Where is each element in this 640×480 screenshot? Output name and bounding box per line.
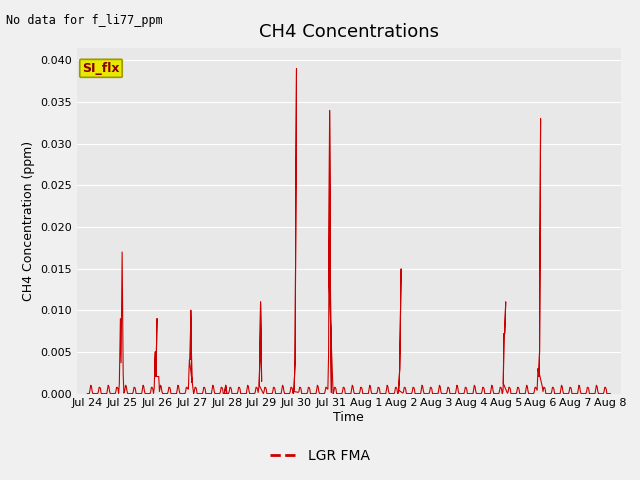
- Title: CH4 Concentrations: CH4 Concentrations: [259, 23, 439, 41]
- Y-axis label: CH4 Concentration (ppm): CH4 Concentration (ppm): [22, 141, 35, 301]
- Text: SI_flx: SI_flx: [82, 62, 120, 75]
- X-axis label: Time: Time: [333, 411, 364, 424]
- Legend: LGR FMA: LGR FMA: [264, 443, 376, 468]
- Text: No data for f_li77_ppm: No data for f_li77_ppm: [6, 14, 163, 27]
